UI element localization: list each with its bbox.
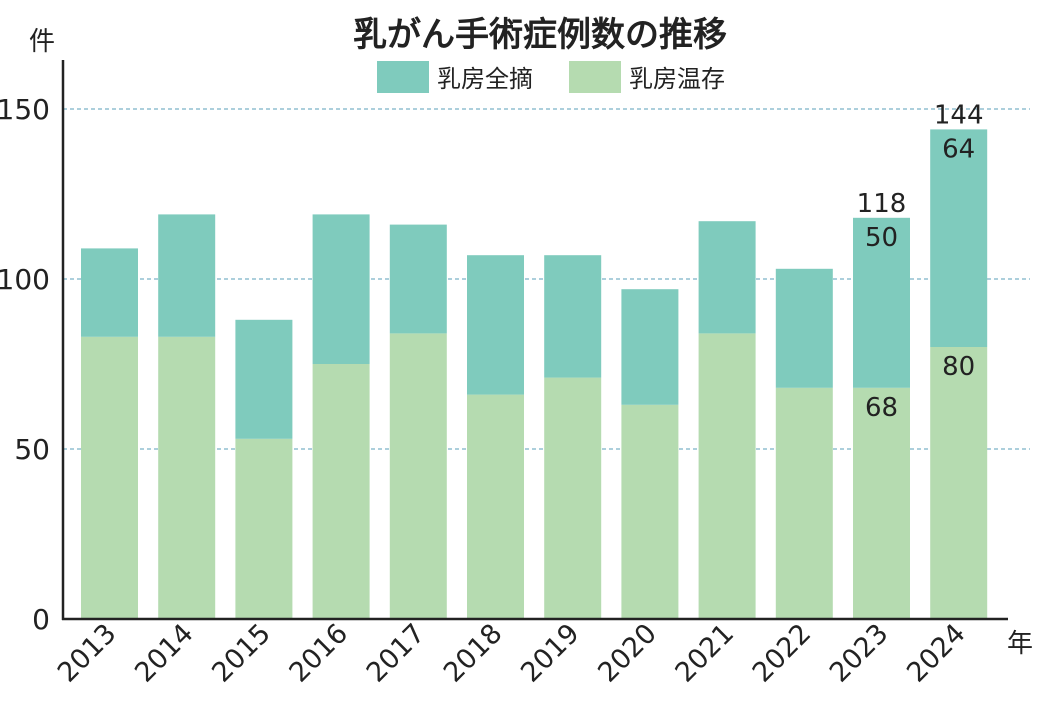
data-label-total-2024: 144 [934,100,984,130]
x-tick-label-2023: 2023 [824,618,895,689]
x-tick-label-2017: 2017 [361,618,432,689]
data-label-full-2023: 50 [865,223,898,253]
bar-conserve-2013 [81,336,138,619]
data-label-conserve-2024: 80 [942,352,975,382]
bar-conserve-2017 [389,333,447,619]
bar-conserve-2016 [312,364,370,619]
bar-conserve-2023 [853,387,910,619]
x-tick-label-2022: 2022 [747,618,818,689]
bar-full-2013 [81,248,138,337]
legend: 乳房全摘 乳房温存 [377,61,725,93]
y-tick-label-150: 150 [0,93,50,126]
bars [81,129,988,619]
x-tick-label-2020: 2020 [592,618,663,689]
bar-full-2018 [467,255,524,395]
bar-conserve-2018 [467,394,524,619]
data-labels: 118 50 68 144 64 80 [857,100,984,422]
x-tick-label-2013: 2013 [52,618,123,689]
legend-label-conserve: 乳房温存 [629,65,725,93]
x-tick-label-2016: 2016 [284,618,355,689]
data-label-conserve-2023: 68 [865,393,898,423]
bar-full-2017 [389,224,447,334]
bar-conserve-2014 [158,336,216,619]
y-axis-unit: 件 [29,27,55,57]
bar-full-2022 [775,268,833,388]
x-tick-label-2021: 2021 [670,618,741,689]
bar-conserve-2019 [544,377,602,619]
bar-full-2021 [698,221,756,334]
chart-title: 乳がん手術症例数の推移 [353,15,727,55]
bar-conserve-2022 [775,387,833,619]
bar-full-2023 [853,217,910,388]
x-tick-label-2014: 2014 [129,618,200,689]
x-tick-label-2015: 2015 [206,618,277,689]
bar-full-2014 [158,214,216,337]
bar-full-2019 [544,255,602,378]
legend-swatch-conserve [569,61,621,93]
x-tick-label-2024: 2024 [901,618,972,689]
bar-full-2015 [235,319,293,439]
bar-full-2016 [312,214,370,364]
y-tick-label-50: 50 [14,433,50,466]
x-axis-unit: 年 [1007,629,1033,659]
bar-conserve-2015 [235,438,293,619]
y-tick-label-100: 100 [0,263,50,296]
x-tick-label-2018: 2018 [438,618,509,689]
data-label-full-2024: 64 [942,134,975,164]
y-tick-label-0: 0 [32,603,50,636]
legend-swatch-full [377,61,429,93]
data-label-total-2023: 118 [857,189,907,219]
bar-full-2020 [621,289,679,405]
bar-full-2024 [930,129,988,347]
bar-conserve-2021 [698,333,756,619]
x-tick-label-2019: 2019 [515,618,586,689]
bar-conserve-2024 [930,347,988,619]
bar-conserve-2020 [621,404,679,619]
legend-label-full: 乳房全摘 [437,65,533,93]
